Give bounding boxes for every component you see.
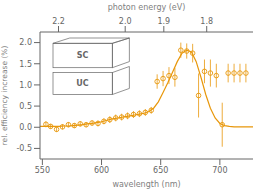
svg-text:SC: SC (76, 51, 88, 60)
svg-text:0.0: 0.0 (19, 123, 32, 132)
svg-text:UC: UC (76, 79, 88, 88)
svg-text:rel. efficiency increase (%): rel. efficiency increase (%) (8, 46, 9, 146)
svg-text:700: 700 (212, 166, 227, 175)
svg-text:1.8: 1.8 (200, 17, 213, 26)
svg-text:1.5: 1.5 (19, 60, 32, 69)
svg-text:1.9: 1.9 (157, 17, 170, 26)
svg-text:wavelength (nm): wavelength (nm) (112, 180, 180, 189)
svg-text:1.0: 1.0 (19, 81, 32, 90)
svg-text:-0.5: -0.5 (16, 144, 32, 153)
svg-text:0.5: 0.5 (19, 102, 32, 111)
svg-text:photon energy (eV): photon energy (eV) (108, 3, 186, 12)
svg-text:2.0: 2.0 (119, 17, 132, 26)
svg-text:550: 550 (35, 166, 50, 175)
svg-text:2.0: 2.0 (19, 38, 32, 47)
svg-text:650: 650 (153, 166, 168, 175)
svg-text:600: 600 (94, 166, 109, 175)
svg-text:2.2: 2.2 (52, 17, 65, 26)
